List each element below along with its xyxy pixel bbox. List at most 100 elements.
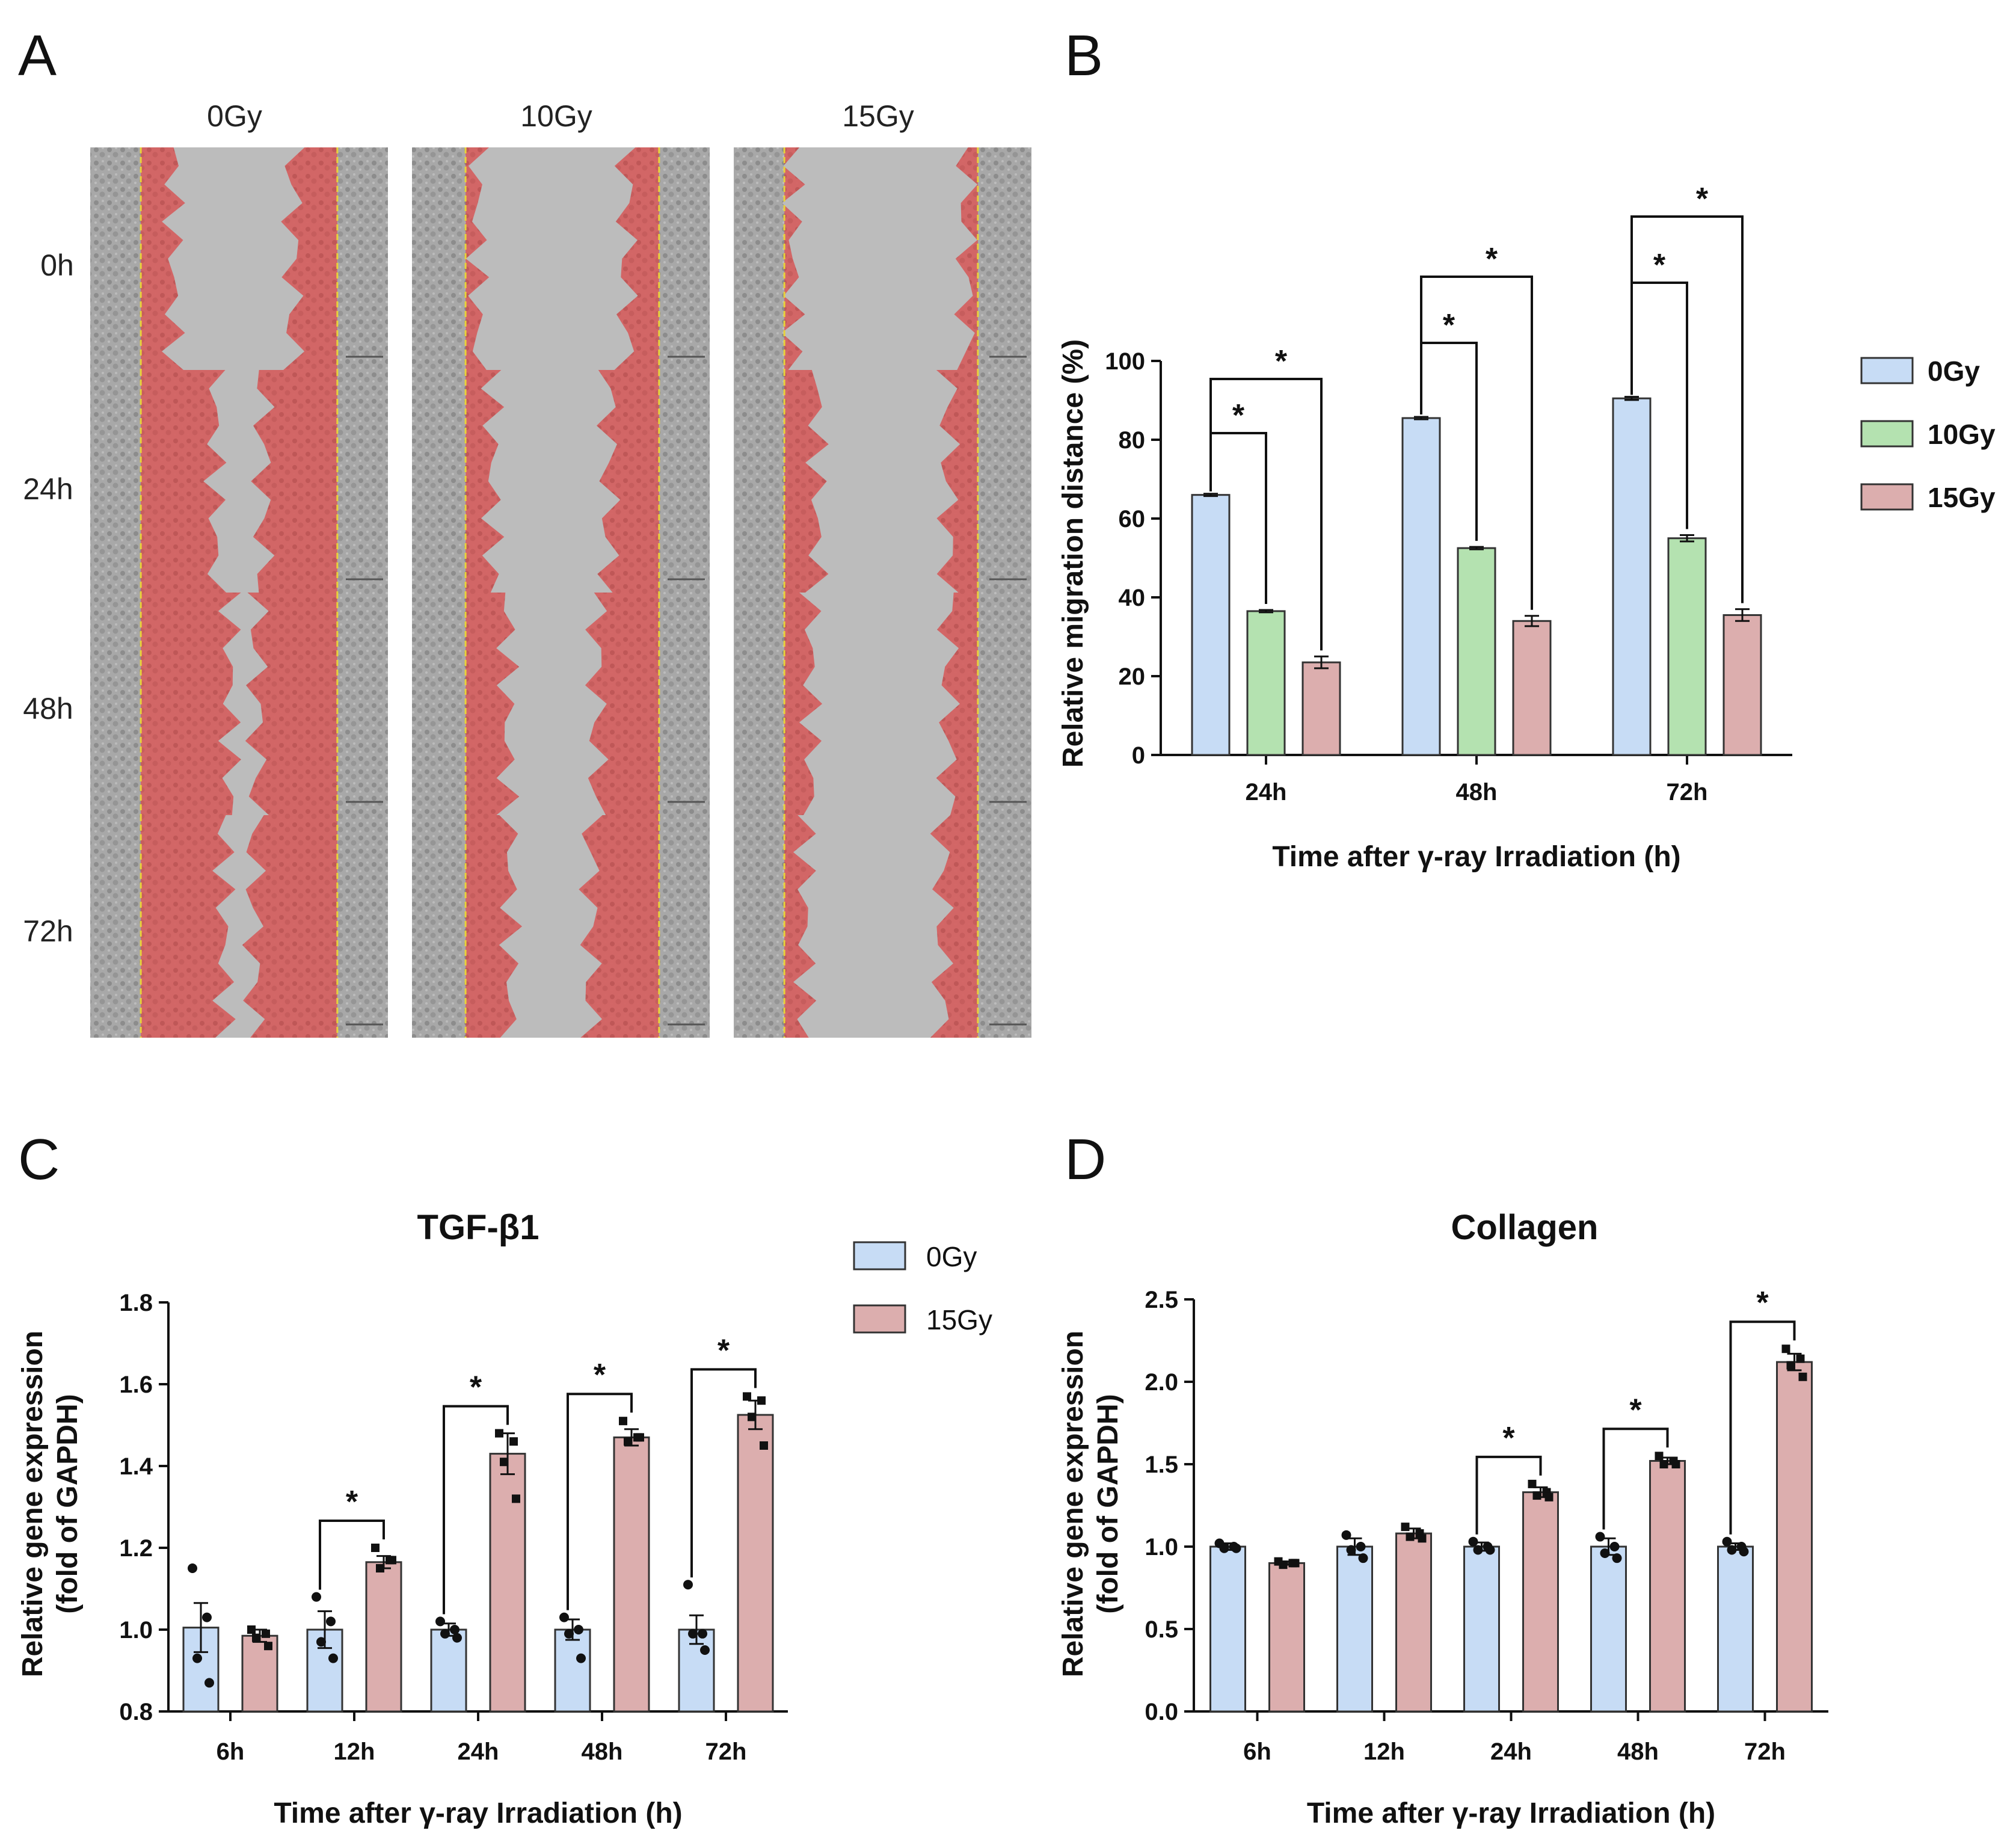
y-tick-label: 20 — [1119, 664, 1146, 690]
significance-star: * — [594, 1358, 606, 1393]
data-point — [1659, 1460, 1668, 1468]
data-point — [1401, 1523, 1410, 1532]
y-tick-label: 1.2 — [119, 1535, 153, 1562]
scratch-gap — [203, 370, 275, 593]
legend-c: 0Gy 15Gy — [853, 1241, 992, 1335]
y-tick-label: 1.6 — [119, 1372, 153, 1398]
data-point — [1341, 1530, 1351, 1540]
data-point — [371, 1544, 380, 1552]
row-label-0h: 0h — [40, 248, 74, 282]
data-point — [748, 1412, 756, 1421]
bar-15gy — [1395, 1532, 1432, 1713]
x-tick-label: 24h — [458, 1739, 499, 1765]
data-point — [1671, 1460, 1680, 1468]
data-point — [204, 1678, 214, 1688]
panel-letter-d: D — [1065, 1127, 1106, 1192]
significance-bracket — [1630, 215, 1744, 603]
data-point — [435, 1616, 445, 1627]
data-point — [636, 1433, 644, 1442]
data-point — [440, 1628, 450, 1639]
legend-swatch-15gy — [1860, 483, 1914, 511]
significance-star: * — [1653, 248, 1666, 283]
bar-15gy — [365, 1561, 402, 1713]
bar-0gy — [1336, 1545, 1373, 1713]
bar-15gy — [737, 1414, 774, 1713]
significance-star: * — [1502, 1421, 1515, 1456]
significance-star: * — [470, 1370, 482, 1405]
data-point — [500, 1458, 508, 1467]
data-point — [1528, 1479, 1537, 1488]
data-point — [1781, 1344, 1790, 1354]
scratch-gap — [496, 593, 609, 815]
y-tick-label: 80 — [1119, 427, 1146, 454]
significance-bracket — [1475, 1455, 1542, 1535]
row-label-48h: 48h — [23, 692, 73, 725]
data-point — [376, 1564, 384, 1572]
bar-15gy — [489, 1453, 526, 1713]
bar-15gy — [1301, 661, 1341, 756]
x-axis-label: Time after γ-ray Irradiation (h) — [1272, 841, 1680, 873]
legend-label-0gy: 0Gy — [926, 1241, 977, 1272]
legend-label-15gy: 15Gy — [1928, 482, 1996, 513]
significance-bracket — [1209, 378, 1323, 651]
row-label-72h: 72h — [23, 914, 73, 948]
bar-15gy — [1649, 1460, 1686, 1713]
significance-star: * — [1629, 1393, 1642, 1428]
panel-a-micrographs: 0Gy 10Gy 15Gy 0h 24h 48h 72h — [23, 99, 1031, 1038]
significance-bracket — [1602, 1428, 1669, 1530]
significance-star: * — [1232, 398, 1245, 433]
bar-15gy — [613, 1436, 650, 1713]
data-point — [1279, 1560, 1288, 1569]
panel-letter-a: A — [18, 23, 57, 88]
x-tick-label: 24h — [1490, 1739, 1532, 1765]
data-point — [757, 1396, 766, 1405]
y-axis-label: (fold of GAPDH) — [52, 1394, 84, 1613]
scratch-gap — [466, 147, 638, 370]
x-tick-label: 12h — [1363, 1739, 1405, 1765]
x-tick-label: 72h — [1667, 779, 1708, 805]
x-tick-label: 6h — [217, 1739, 245, 1765]
bar-0gy — [1191, 494, 1231, 756]
chart-c: 0.8 1.0 1.2 1.4 1.6 1.8 TGF-β1 Time after γ-ray… — [17, 1208, 788, 1829]
scratch-gap — [162, 147, 305, 370]
data-point — [1655, 1452, 1664, 1461]
significance-star: * — [346, 1485, 358, 1520]
legend-swatch-15gy — [853, 1304, 906, 1334]
bar-15gy — [1723, 614, 1762, 756]
y-tick-label: 0.5 — [1145, 1616, 1178, 1643]
data-point — [1609, 1542, 1620, 1551]
col-label-15gy: 15Gy — [842, 99, 914, 133]
significance-star: * — [1696, 182, 1709, 217]
y-tick-label: 40 — [1119, 585, 1146, 611]
bar-0gy — [430, 1628, 467, 1713]
bar-15gy — [1512, 620, 1552, 756]
y-tick-label: 2.5 — [1145, 1287, 1178, 1313]
data-point — [698, 1628, 707, 1639]
significance-bracket — [319, 1520, 385, 1590]
bar-0gy — [1463, 1545, 1500, 1713]
data-point — [202, 1612, 212, 1622]
col-label-10gy: 10Gy — [520, 99, 592, 133]
data-point — [1722, 1536, 1732, 1547]
data-point — [1346, 1545, 1356, 1555]
x-tick-label: 48h — [582, 1739, 623, 1765]
data-point — [1796, 1354, 1805, 1363]
row-label-24h: 24h — [23, 472, 73, 506]
bar-0gy — [1717, 1545, 1754, 1713]
data-point — [192, 1653, 202, 1663]
bar-10gy — [1667, 537, 1707, 756]
significance-star: * — [1756, 1286, 1769, 1320]
legend-swatch-10gy — [1860, 420, 1914, 448]
bar-10gy — [1246, 610, 1286, 756]
scratch-gap — [781, 147, 978, 370]
y-tick-label: 100 — [1105, 348, 1145, 375]
chart-title: TGF-β1 — [417, 1208, 539, 1247]
col-label-0gy: 0Gy — [207, 99, 262, 133]
scratch-gap — [805, 370, 960, 593]
significance-bracket — [1420, 276, 1533, 610]
scratch-gap — [793, 815, 954, 1038]
data-point — [1612, 1553, 1622, 1563]
data-point — [1485, 1545, 1495, 1555]
y-tick-label: 1.4 — [119, 1453, 153, 1480]
data-point — [188, 1563, 197, 1573]
